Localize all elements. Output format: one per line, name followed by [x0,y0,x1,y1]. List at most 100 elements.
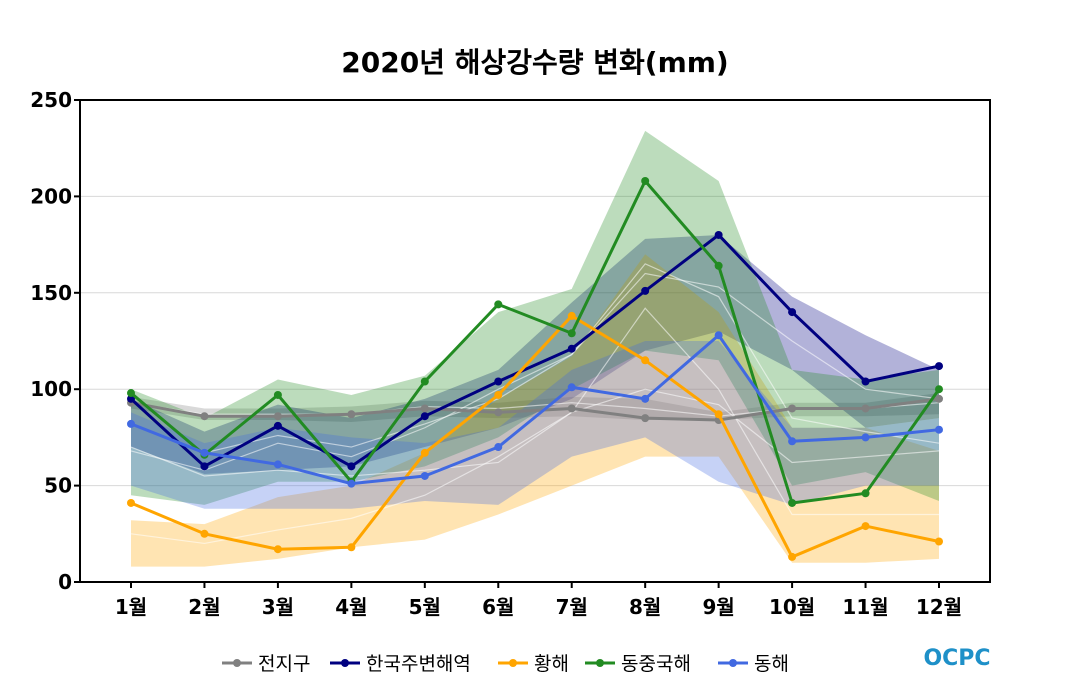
x-tick-label: 1월 [115,595,147,619]
series-path [130,314,940,559]
legend-label: 동중국해 [621,653,691,675]
data-point [347,479,356,488]
legend-marker [729,659,737,667]
data-point [347,462,356,471]
series-path [129,233,940,468]
data-point [127,498,135,507]
data-point [494,300,503,309]
legend-marker [341,659,349,667]
data-point [861,377,870,386]
series-line [127,311,943,561]
legend-label: 동해 [754,653,789,675]
x-tick-label: 10월 [769,595,815,619]
x-tick-label: 8월 [629,595,661,619]
data-point [494,377,503,386]
x-tick-label: 3월 [262,595,294,619]
data-point [714,261,723,270]
data-point [935,362,943,371]
data-point [200,448,209,457]
data-point [494,390,503,399]
y-axis: 0 50 100 150 200 250 [30,88,80,594]
data-point [567,329,576,338]
data-point [347,410,356,419]
data-point [494,443,503,452]
y-tick-label: 50 [44,474,72,498]
data-point [273,545,282,554]
data-point [420,471,429,480]
data-point [567,344,576,353]
x-tick-label: 12월 [916,595,962,619]
data-point [420,412,429,421]
data-point [273,460,282,469]
y-tick-label: 100 [30,377,72,401]
mean-line [130,388,940,477]
data-point [935,425,943,434]
x-axis: 1월 2월 3월 4월 5월 6월 7월 8월 9월 10월 11월 12월 [115,582,962,619]
data-point [788,437,797,446]
data-point [200,462,209,471]
x-tick-label: 5월 [409,595,441,619]
data-point [567,383,576,392]
mean-line [130,263,940,471]
data-point [641,394,650,403]
data-point [494,408,503,417]
data-point [714,331,723,340]
data-point [347,543,356,552]
data-point [861,522,870,531]
data-point [714,410,723,419]
data-point [567,404,576,413]
data-point [420,404,429,413]
series-path [130,333,940,486]
x-tick-label: 2월 [188,595,220,619]
x-tick-label: 11월 [842,595,888,619]
data-point [641,286,650,295]
series-line [127,331,943,488]
legend-label: 전지구 [258,653,310,675]
legend-item: 동중국해 [585,653,691,675]
data-point [641,176,650,185]
series-path [130,179,941,505]
legend-item: 전지구 [222,653,310,675]
mean-line [130,307,939,545]
series-lines [127,176,943,561]
grid-lines [80,195,990,487]
logo-text: OCPC [923,646,990,671]
series-path [130,397,940,422]
data-point [200,529,209,538]
data-point [641,356,650,365]
legend-label: 한국주변해역 [366,653,471,675]
y-tick-label: 200 [30,184,72,208]
x-tick-label: 6월 [482,595,514,619]
legend-item: 황해 [498,653,569,675]
data-point [127,394,135,403]
mean-line [130,272,940,454]
x-tick-label: 7월 [556,595,588,619]
data-point [200,412,209,421]
x-tick-label: 4월 [335,595,367,619]
x-tick-label: 9월 [702,595,734,619]
chart-title: 2020년 해상강수량 변화(mm) [341,46,728,79]
ocpc-logo: OCPC [923,646,990,671]
series-line [127,176,943,507]
range-band [131,341,939,509]
data-point [641,414,650,423]
legend-label: 황해 [534,653,569,675]
data-point [861,489,870,498]
data-point [420,377,429,386]
data-point [935,394,943,403]
data-point [420,448,429,457]
data-point [788,308,797,317]
data-point [273,421,282,430]
legend-item: 동해 [718,653,789,675]
y-tick-label: 0 [58,570,72,594]
data-point [567,311,576,320]
plot-frame [79,99,991,583]
data-point [861,433,870,442]
y-tick-label: 150 [30,281,72,305]
data-point [935,385,943,394]
data-point [714,230,723,239]
series-line [127,230,943,471]
data-point [127,389,135,398]
legend-marker [233,659,241,667]
